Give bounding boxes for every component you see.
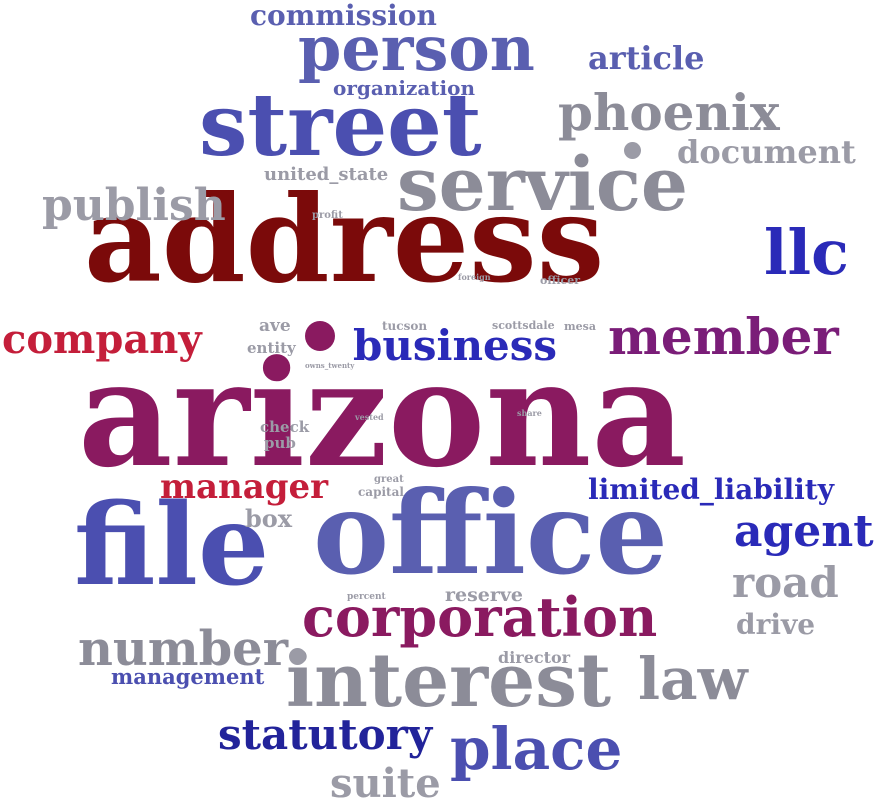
word-llc: llc [764,216,849,289]
purple-dot [305,321,335,351]
word-organization: organization [333,76,475,100]
word-ave: ave [259,316,291,336]
word-drive: drive [736,608,816,641]
word-reserve: reserve [445,584,524,606]
word-office: office [313,466,668,600]
word-entity: entity [247,339,296,357]
word-pub: pub [264,434,296,452]
word-share: share [517,408,542,418]
word-officer: officer [540,274,581,287]
word-profit: profit [312,210,343,221]
word-place: place [450,715,623,783]
word-tucson: tucson [382,319,428,333]
word-article: article [588,39,705,77]
word-number: number [78,621,288,677]
word-limited-liability: limited_liability [588,473,834,506]
word-united-state: united_state [264,164,389,185]
word-arizona: arizona [78,329,687,500]
word-member: member [608,307,839,366]
word-box: box [245,504,293,533]
word-street: street [199,75,482,176]
word-agent: agent [734,506,874,557]
word-service: service [397,142,688,228]
word-manager: manager [160,467,329,507]
word-capital: capital [358,485,404,499]
word-phoenix: phoenix [558,83,780,142]
word-law: law [638,645,748,713]
word-great: great [374,474,404,485]
word-percent: percent [347,592,386,602]
word-check: check [260,418,310,436]
word-company: company [2,316,202,363]
word-suite: suite [330,760,441,800]
word-road: road [732,558,839,607]
gray-dot-lower [289,648,306,665]
word-document: document [677,133,856,171]
word-director: director [498,648,571,667]
word-address: address [84,169,605,310]
word-publish: publish [42,180,226,231]
word-interest: interest [286,638,612,724]
word-statutory: statutory [218,710,433,759]
word-owns-twenty: owns_twenty [305,361,355,370]
word-business: business [353,321,558,370]
word-file: file [74,480,270,611]
word-person: person [298,12,535,85]
word-mesa: mesa [564,320,596,333]
word-foreign: foreign [458,272,491,282]
gray-dot-upper [624,142,641,159]
word-scottsdale: scottsdale [492,319,555,332]
word-corporation: corporation [302,585,658,649]
word-management: management [111,664,265,689]
word-commission: commission [250,0,437,32]
word-vested: vested [355,412,384,422]
